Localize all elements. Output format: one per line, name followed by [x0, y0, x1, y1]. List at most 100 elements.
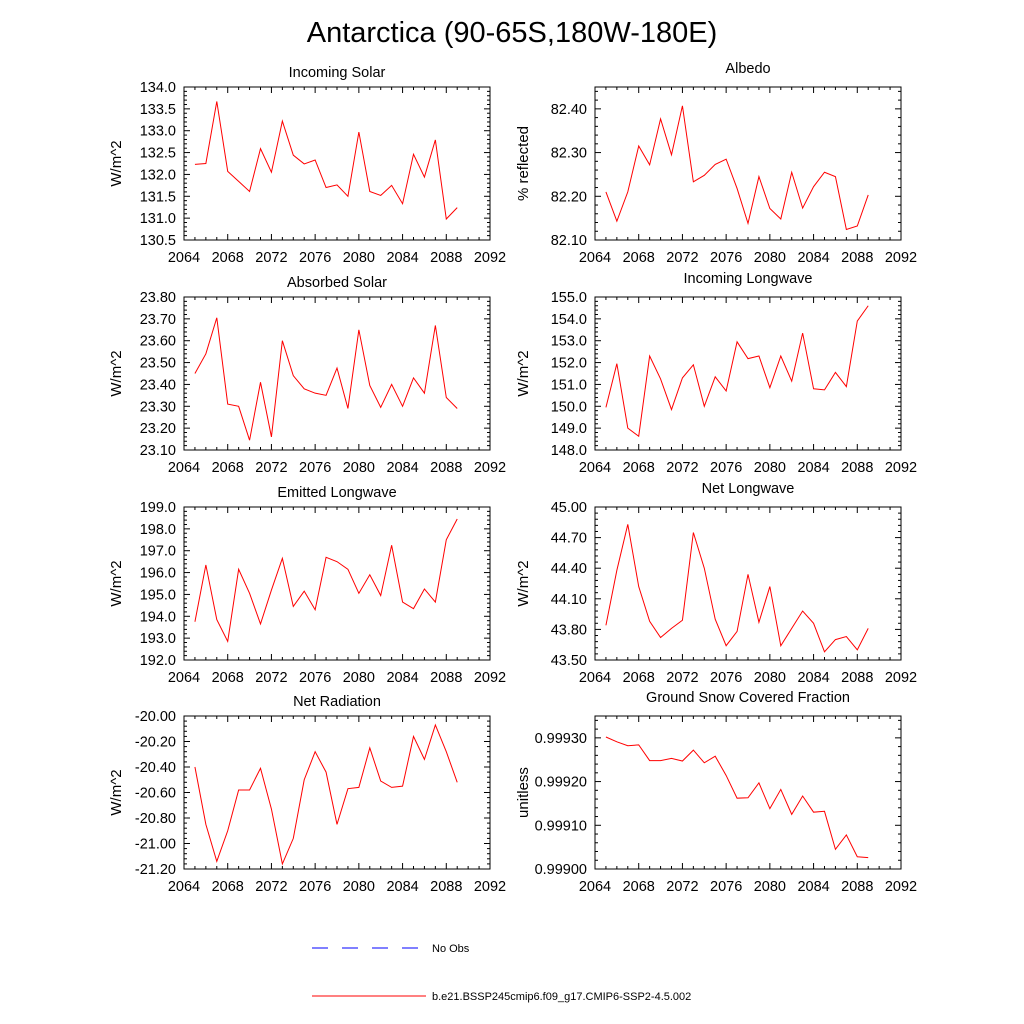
x-tick-label: 2084 [386, 460, 418, 476]
y-axis-label: W/m^2 [515, 560, 532, 606]
y-tick-label: 198.0 [140, 522, 176, 538]
y-tick-label: 133.0 [140, 124, 176, 140]
panel-title: Emitted Longwave [277, 485, 396, 501]
panel-1: Incoming Solar W/m^2 2064 2068 2072 2076 2080 2… [108, 65, 506, 266]
y-tick-label: 0.99930 [535, 731, 587, 747]
y-tick-label: -20.20 [135, 735, 176, 751]
plot-frame [594, 296, 902, 451]
x-tick-label: 2072 [255, 250, 287, 266]
x-tick-label: 2092 [885, 250, 917, 266]
y-tick-label: -20.40 [135, 760, 176, 776]
x-tick-label: 2064 [579, 250, 611, 266]
y-tick-label: 23.10 [140, 443, 176, 459]
y-tick-label: 44.40 [551, 561, 587, 577]
x-tick-label: 2076 [710, 879, 742, 895]
y-axis-label: unitless [515, 767, 532, 818]
x-tick-label: 2080 [343, 460, 375, 476]
y-tick-label: 196.0 [140, 566, 176, 582]
x-tick-label: 2068 [623, 250, 655, 266]
panel-4: Incoming Longwave W/m^2 2064 2068 2072 2076 20… [515, 271, 917, 476]
x-tick-label: 2088 [430, 460, 462, 476]
x-tick-label: 2068 [212, 250, 244, 266]
panel-2: Albedo % reflected 2064 2068 2072 2076 2080 208… [515, 61, 917, 266]
x-tick-label: 2084 [797, 460, 829, 476]
y-tick-label: 149.0 [551, 421, 587, 437]
x-tick-label: 2076 [299, 460, 331, 476]
panel-title: Incoming Solar [289, 65, 386, 81]
series-line [605, 305, 869, 438]
legend-label-no-obs: No Obs [432, 943, 470, 955]
y-tick-label: 0.99910 [535, 818, 587, 834]
x-tick-label: 2064 [579, 879, 611, 895]
x-tick-label: 2084 [797, 250, 829, 266]
x-tick-label: 2092 [885, 460, 917, 476]
y-tick-label: 82.30 [551, 146, 587, 162]
x-tick-label: 2076 [299, 250, 331, 266]
y-tick-label: 130.5 [140, 233, 176, 249]
x-tick-label: 2068 [212, 460, 244, 476]
y-tick-label: 23.60 [140, 334, 176, 350]
y-tick-label: 82.10 [551, 233, 587, 249]
plot-frame [183, 296, 491, 451]
x-tick-label: 2080 [343, 250, 375, 266]
y-tick-label: 23.20 [140, 421, 176, 437]
x-tick-label: 2068 [212, 670, 244, 686]
x-tick-label: 2068 [623, 879, 655, 895]
x-tick-label: 2092 [474, 250, 506, 266]
y-tick-label: -21.20 [135, 862, 176, 878]
y-tick-label: 44.70 [551, 531, 587, 547]
panel-title: Albedo [725, 61, 770, 77]
y-tick-label: 151.0 [551, 377, 587, 393]
x-tick-label: 2088 [841, 250, 873, 266]
x-tick-label: 2092 [885, 879, 917, 895]
legend-label-model: b.e21.BSSP245cmip6.f09_g17.CMIP6-SSP2-4.… [432, 991, 691, 1003]
x-tick-label: 2072 [666, 250, 698, 266]
x-tick-label: 2068 [623, 460, 655, 476]
x-tick-label: 2072 [666, 879, 698, 895]
plot-frame [594, 506, 902, 661]
series-line [194, 518, 458, 644]
y-axis-label: W/m^2 [515, 350, 532, 396]
x-tick-label: 2080 [754, 670, 786, 686]
y-tick-label: 132.5 [140, 146, 176, 162]
y-axis-label: W/m^2 [108, 350, 125, 396]
x-tick-label: 2088 [430, 879, 462, 895]
x-tick-label: 2080 [343, 670, 375, 686]
y-tick-label: 23.40 [140, 377, 176, 393]
x-tick-label: 2072 [255, 460, 287, 476]
panel-title: Absorbed Solar [287, 275, 387, 291]
y-tick-label: 43.50 [551, 653, 587, 669]
panels: Incoming Solar W/m^2 2064 2068 2072 2076 2080 2… [108, 61, 917, 895]
y-tick-label: 0.99920 [535, 775, 587, 791]
series-line [605, 524, 869, 653]
x-tick-label: 2092 [885, 670, 917, 686]
y-tick-label: 131.0 [140, 211, 176, 227]
x-tick-label: 2076 [299, 670, 331, 686]
y-tick-label: 199.0 [140, 500, 176, 516]
y-tick-label: 133.5 [140, 102, 176, 118]
y-tick-label: 194.0 [140, 609, 176, 625]
y-tick-label: -20.80 [135, 811, 176, 827]
x-tick-label: 2068 [212, 879, 244, 895]
y-tick-label: 195.0 [140, 587, 176, 603]
x-tick-label: 2072 [255, 670, 287, 686]
series-line [194, 723, 458, 866]
x-tick-label: 2064 [168, 670, 200, 686]
x-tick-label: 2088 [841, 879, 873, 895]
y-axis-label: W/m^2 [108, 140, 125, 186]
y-tick-label: 23.30 [140, 399, 176, 415]
y-tick-label: 150.0 [551, 399, 587, 415]
x-tick-label: 2084 [386, 250, 418, 266]
x-tick-label: 2088 [430, 670, 462, 686]
y-tick-label: -20.00 [135, 709, 176, 725]
x-tick-label: 2088 [430, 250, 462, 266]
x-tick-label: 2064 [168, 250, 200, 266]
panel-title: Ground Snow Covered Fraction [646, 690, 850, 706]
x-tick-label: 2064 [168, 879, 200, 895]
x-tick-label: 2068 [623, 670, 655, 686]
x-tick-label: 2080 [343, 879, 375, 895]
y-axis-label: W/m^2 [108, 560, 125, 606]
x-tick-label: 2072 [666, 670, 698, 686]
plot-frame [183, 506, 491, 661]
